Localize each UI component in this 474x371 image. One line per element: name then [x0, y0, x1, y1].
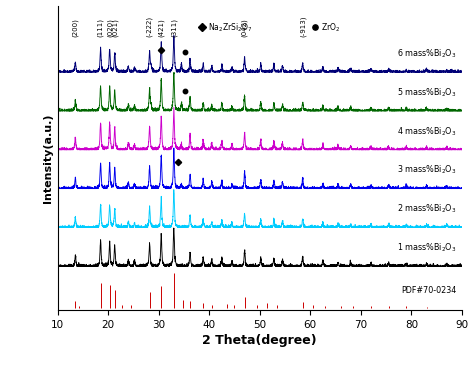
- Text: Na$_2$ZrSi$_2$O$_7$: Na$_2$ZrSi$_2$O$_7$: [208, 21, 252, 34]
- Text: 6 mass%Bi$_2$O$_3$: 6 mass%Bi$_2$O$_3$: [397, 47, 457, 60]
- Text: (-913): (-913): [300, 16, 306, 37]
- Text: (021): (021): [111, 18, 118, 37]
- Text: (042): (042): [241, 19, 248, 37]
- X-axis label: 2 Theta(degree): 2 Theta(degree): [202, 334, 317, 347]
- Text: 3 mass%Bi$_2$O$_3$: 3 mass%Bi$_2$O$_3$: [397, 164, 457, 177]
- Text: ZrO$_2$: ZrO$_2$: [321, 21, 341, 34]
- Text: (020): (020): [107, 18, 113, 37]
- Text: 1 mass%Bi$_2$O$_3$: 1 mass%Bi$_2$O$_3$: [397, 242, 457, 254]
- Text: (-222): (-222): [146, 16, 153, 37]
- Text: PDF#70-0234: PDF#70-0234: [401, 286, 457, 295]
- Text: (421): (421): [158, 19, 164, 37]
- Text: 4 mass%Bi$_2$O$_3$: 4 mass%Bi$_2$O$_3$: [397, 125, 457, 138]
- Text: (200): (200): [72, 18, 79, 37]
- Text: (111): (111): [97, 18, 104, 37]
- Text: 2 mass%Bi$_2$O$_3$: 2 mass%Bi$_2$O$_3$: [397, 203, 457, 215]
- Text: 5 mass%Bi$_2$O$_3$: 5 mass%Bi$_2$O$_3$: [397, 86, 457, 99]
- Text: (311): (311): [171, 18, 177, 37]
- Y-axis label: Intensity(a.u.): Intensity(a.u.): [44, 113, 54, 203]
